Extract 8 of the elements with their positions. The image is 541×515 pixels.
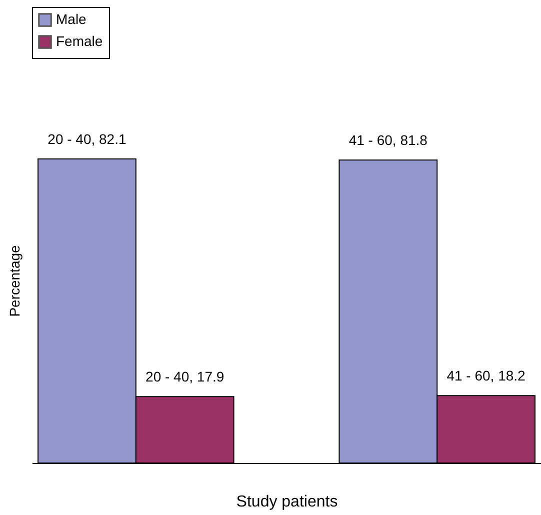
data-label: 20 - 40, 82.1: [48, 130, 126, 147]
legend-label: Male: [56, 11, 87, 27]
data-label: 41 - 60, 18.2: [446, 368, 526, 384]
y-axis-title: Percentage: [6, 244, 22, 317]
x-axis-title: Study patients: [236, 494, 338, 510]
legend-label: Female: [56, 33, 103, 49]
data-label: 20 - 40, 17.9: [146, 368, 224, 385]
data-label: 41 - 60, 81.8: [348, 132, 428, 148]
